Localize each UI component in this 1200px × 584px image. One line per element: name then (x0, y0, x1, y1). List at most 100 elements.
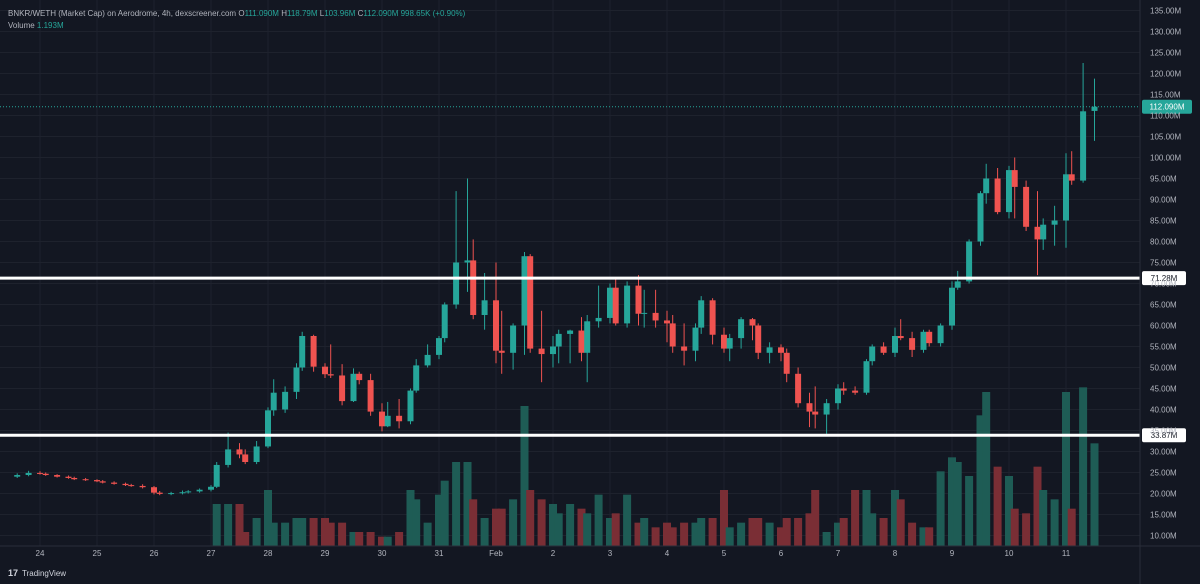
high-value: 118.79M (286, 9, 318, 18)
volume-bar (851, 490, 860, 546)
x-tick-label: 11 (1062, 549, 1071, 558)
candle-body (379, 411, 385, 427)
candle-body (1006, 170, 1012, 213)
volume-bar (583, 513, 592, 546)
candle-body (293, 367, 300, 392)
low-value: 103.96M (324, 9, 356, 18)
candle-body (612, 287, 619, 324)
volume-bar (839, 518, 848, 546)
volume-bar (440, 480, 449, 546)
volume-bar (412, 499, 421, 546)
candle-body (555, 333, 562, 347)
candle-body (25, 472, 32, 476)
volume-bar (908, 522, 917, 546)
volume-bar (492, 508, 500, 546)
chart-legend: BNKR/WETH (Market Cap) on Aerodrome, 4h,… (8, 8, 465, 32)
candle-body (937, 325, 944, 344)
volume-bar (435, 494, 443, 546)
volume-bar (423, 522, 432, 546)
candle-body (863, 361, 870, 393)
close-label: C (357, 9, 364, 18)
y-tick-label: 20.00M (1150, 490, 1177, 499)
candle-body (441, 304, 448, 339)
volume-bar (594, 494, 603, 546)
y-tick-label: 10.00M (1150, 532, 1177, 541)
y-tick-label: 40.00M (1150, 406, 1177, 415)
candle-body (795, 373, 802, 404)
volume-bar (976, 415, 985, 546)
volume-bar (338, 522, 347, 546)
candle-body (407, 390, 414, 422)
volume-bar (868, 513, 877, 546)
candle-body (840, 388, 847, 391)
y-tick-label: 35.00M (1150, 427, 1177, 436)
y-tick-label: 15.00M (1150, 511, 1177, 520)
volume-bar (349, 532, 358, 546)
volume-bar (1079, 387, 1088, 546)
candle-body (111, 482, 118, 484)
y-tick-label: 75.00M (1150, 259, 1177, 268)
x-tick-label: 7 (836, 549, 841, 558)
y-tick-label: 115.00M (1150, 91, 1181, 100)
close-value: 112.090M (363, 9, 399, 18)
candle-body (926, 331, 933, 344)
candles (14, 63, 1098, 496)
candle-body (510, 325, 517, 353)
volume-bar (269, 522, 278, 546)
volume-bar (566, 504, 575, 546)
y-tick-label: 125.00M (1150, 49, 1181, 58)
change-value: 998.65K (+0.90%) (400, 9, 466, 18)
legend-row-volume: Volume 1.193M (8, 20, 465, 32)
volume-bar (708, 518, 717, 546)
volume-bar (782, 518, 791, 546)
level-label-bg (1142, 428, 1186, 443)
volume-bar (395, 532, 404, 546)
candle-body (42, 473, 49, 476)
volume-bar (577, 508, 586, 546)
volume-bar (680, 522, 689, 546)
x-tick-label: 24 (36, 549, 45, 558)
candle-body (470, 260, 477, 315)
candle-body (527, 256, 534, 349)
volume-bar (252, 518, 261, 546)
candle-body (909, 338, 916, 350)
candle-body (327, 374, 334, 376)
volume-bar (309, 518, 318, 546)
candle-body (493, 300, 499, 351)
y-tick-label: 60.00M (1150, 322, 1177, 331)
volume-bar (235, 504, 244, 546)
tradingview-brand[interactable]: 17 TradingView (8, 568, 66, 578)
volume-bar (497, 508, 506, 546)
candle-body (538, 348, 545, 355)
candle-body (339, 375, 346, 402)
candle-body (1040, 224, 1047, 240)
x-tick-label: 26 (150, 549, 159, 558)
volume-bar (526, 490, 535, 546)
candle-body (179, 492, 186, 494)
y-tick-label: 105.00M (1150, 133, 1181, 142)
volume-bar (406, 490, 415, 546)
y-tick-label: 130.00M (1150, 28, 1181, 37)
legend-row-ohlc: BNKR/WETH (Market Cap) on Aerodrome, 4h,… (8, 8, 465, 20)
candle-body (641, 312, 648, 314)
candle-body (721, 334, 727, 349)
candle-body (949, 287, 955, 326)
volume-bar (834, 522, 842, 546)
candle-body (664, 320, 670, 324)
candle-body (681, 346, 688, 351)
volume-bar (611, 513, 620, 546)
candle-body (242, 454, 249, 462)
candle-body (1080, 111, 1087, 181)
y-tick-label: 90.00M (1150, 196, 1177, 205)
candle-body (966, 241, 973, 282)
candle-body (698, 300, 705, 328)
volume-bar (748, 518, 757, 546)
y-tick-label: 30.00M (1150, 448, 1177, 457)
candle-body (225, 449, 232, 465)
x-tick-label: Feb (489, 549, 503, 558)
volume-bar (1050, 499, 1059, 546)
candle-body (726, 338, 733, 349)
candle-body (578, 330, 585, 353)
